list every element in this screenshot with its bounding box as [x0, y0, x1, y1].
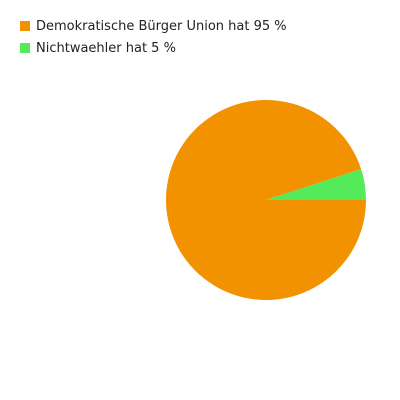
legend-swatch-demokratische-buerger-union — [20, 21, 30, 31]
legend-item-nichtwaehler: Nichtwaehler hat 5 % — [20, 38, 287, 58]
legend-label-nichtwaehler: Nichtwaehler hat 5 % — [36, 40, 176, 56]
legend-swatch-nichtwaehler — [20, 43, 30, 53]
legend-label-demokratische-buerger-union: Demokratische Bürger Union hat 95 % — [36, 18, 287, 34]
pie-slice-nichtwaehler — [266, 169, 366, 200]
legend-item-demokratische-buerger-union: Demokratische Bürger Union hat 95 % — [20, 16, 287, 36]
chart-legend: Demokratische Bürger Union hat 95 % Nich… — [20, 16, 287, 60]
